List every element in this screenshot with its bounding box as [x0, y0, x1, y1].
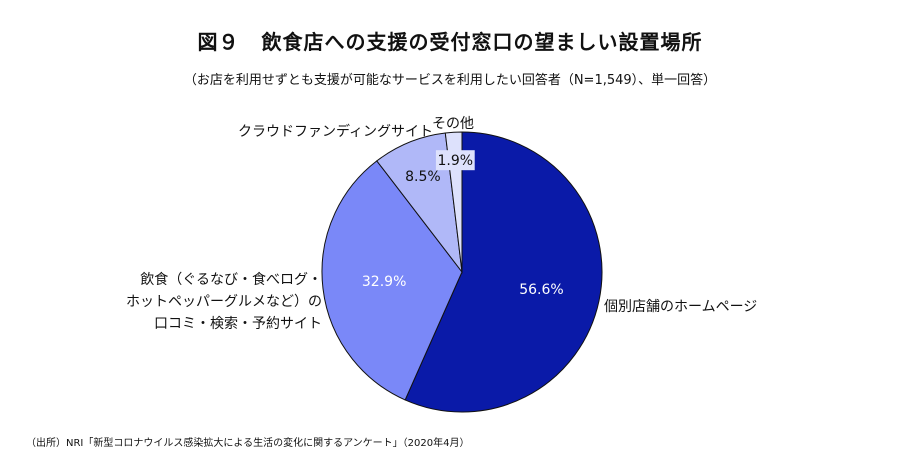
category-label-line: 個別店舗のホームページ	[604, 299, 758, 315]
value-label-bg-crowdfunding	[403, 166, 443, 187]
category-label-line: その他	[432, 116, 474, 132]
source-note: （出所）NRI「新型コロナウイルス感染拡大による生活の変化に関するアンケート」（…	[26, 438, 470, 449]
category-label-other: その他	[432, 113, 474, 135]
category-label-line: 飲食（ぐるなび・食べログ・	[140, 272, 322, 288]
figure-number: 図９	[197, 30, 240, 54]
category-label-line: クラウドファンディングサイト	[238, 124, 434, 140]
chart-title: 図９ 飲食店への支援の受付窓口の望ましい設置場所	[0, 26, 900, 55]
category-label-homepage: 個別店舗のホームページ	[604, 296, 757, 318]
value-label-bg-other	[435, 150, 475, 171]
category-label-line: ホットペッパーグルメなど）の	[126, 294, 322, 310]
title-text: 飲食店への支援の受付窓口の望ましい設置場所	[261, 30, 703, 54]
value-label-gourmet-sites: 32.9%	[362, 274, 406, 290]
category-label-crowdfunding: クラウドファンディングサイト	[238, 121, 433, 143]
pie-slice-gourmet-sites	[321, 160, 463, 401]
category-label-line: 口コミ・検索・予約サイト	[154, 316, 322, 332]
value-label-crowdfunding: 8.5%	[405, 169, 441, 185]
value-label-other: 1.9%	[438, 153, 474, 169]
pie-slices	[321, 131, 603, 413]
pie-value-labels: 56.6% 32.9% 8.5%1.9%	[362, 150, 564, 298]
chart-subtitle: （お店を利用せずとも支援が可能なサービスを利用したい回答者（N=1,549）、単…	[183, 73, 717, 88]
category-label-gourmet-sites: 飲食（ぐるなび・食べログ・ホットペッパーグルメなど）の口コミ・検索・予約サイト	[118, 269, 322, 335]
value-label-homepage: 56.6%	[519, 282, 563, 298]
pie-slice-homepage	[404, 131, 603, 413]
